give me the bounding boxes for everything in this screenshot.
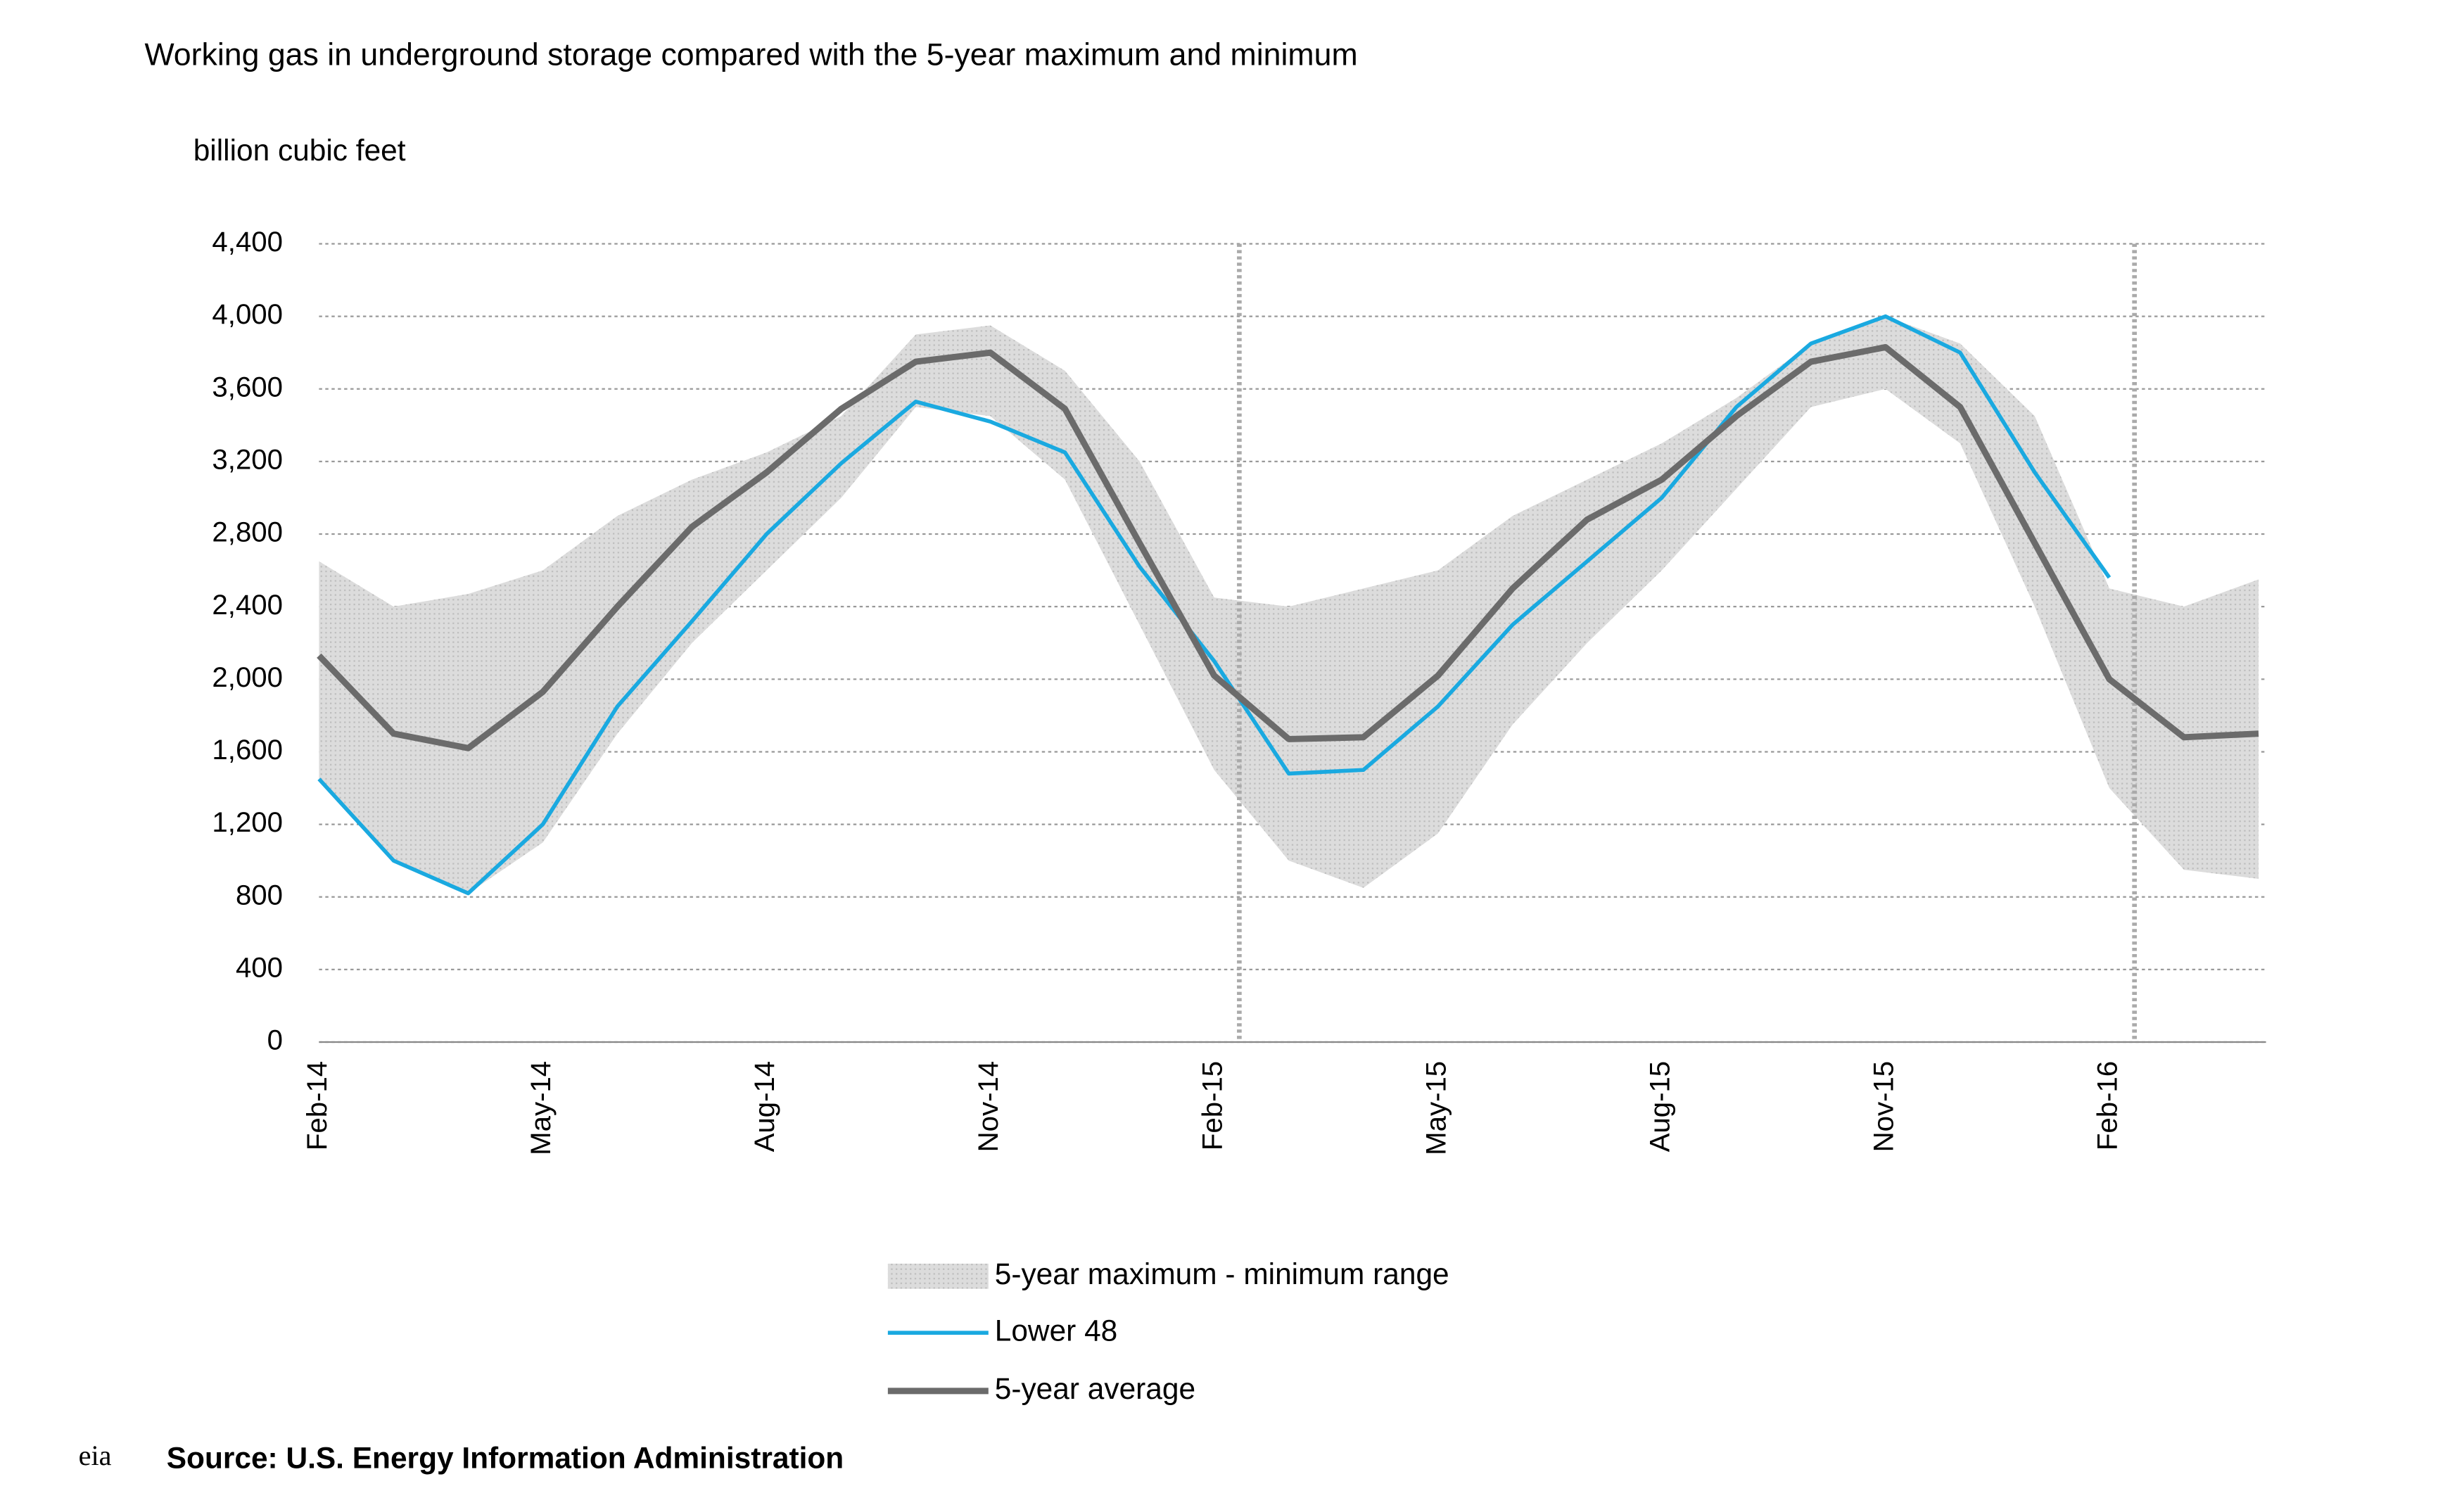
x-tick-label: Feb-14 <box>301 1061 333 1150</box>
y-tick-label: 4,400 <box>212 226 283 258</box>
x-tick-label: Nov-14 <box>972 1061 1004 1153</box>
y-tick-label: 0 <box>267 1024 283 1056</box>
logo: eia <box>79 1440 112 1471</box>
y-tick-label: 1,200 <box>212 806 283 838</box>
y-tick-label: 3,600 <box>212 371 283 402</box>
chart-title: Working gas in underground storage compa… <box>144 37 1357 72</box>
x-tick-label: Feb-16 <box>2092 1061 2123 1150</box>
y-tick-label: 2,000 <box>212 661 283 693</box>
x-tick-label: May-14 <box>525 1061 557 1155</box>
x-tick-label: May-15 <box>1420 1061 1452 1155</box>
series-line <box>317 314 2111 896</box>
legend-label: 5-year maximum - minimum range <box>995 1257 1449 1290</box>
x-tick-label: Nov-15 <box>1867 1061 1899 1153</box>
legend-label: 5-year average <box>995 1372 1195 1405</box>
legend-label: Lower 48 <box>995 1314 1118 1347</box>
y-tick-label: 2,400 <box>212 589 283 621</box>
source: Source: U.S. Energy Information Administ… <box>167 1441 844 1474</box>
legend-swatch <box>887 1263 989 1289</box>
x-tick-label: Feb-15 <box>1196 1061 1228 1150</box>
y-axis-label: billion cubic feet <box>193 134 406 167</box>
y-tick-label: 3,200 <box>212 444 283 476</box>
plot: 0 400 800 1,200 1,600 2,000 2,400 2,800 3,200 3,6… <box>212 226 2266 1405</box>
series-line <box>317 343 2259 751</box>
y-tick-label: 1,600 <box>212 734 283 766</box>
y-tick-label: 2,800 <box>212 516 283 548</box>
y-tick-label: 400 <box>236 952 283 984</box>
x-tick-label: Aug-15 <box>1644 1061 1675 1153</box>
y-tick-label: 4,000 <box>212 298 283 330</box>
y-tick-label: 800 <box>236 879 283 910</box>
x-tick-label: Aug-14 <box>749 1061 780 1153</box>
range-band <box>319 316 2259 894</box>
